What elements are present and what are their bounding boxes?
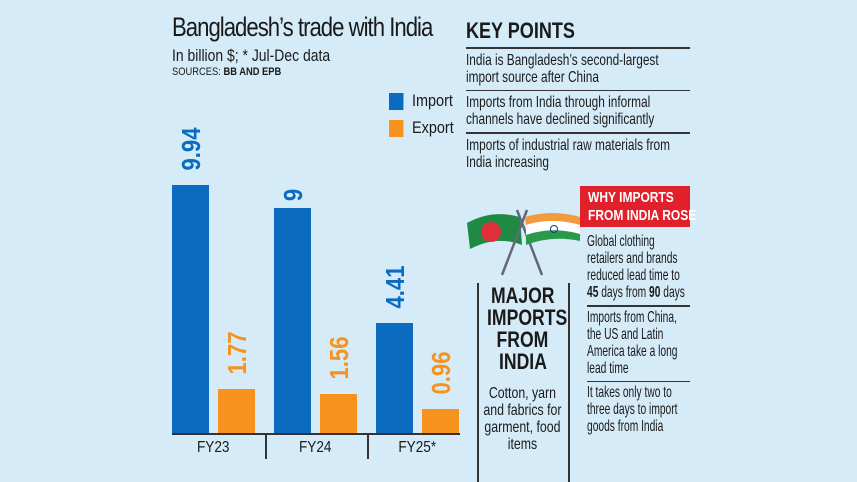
why-item-1: Global clothing retailers and brands red…	[587, 231, 691, 305]
bar-import-fy24	[274, 208, 311, 433]
data-label: 9	[277, 188, 308, 202]
x-axis-line	[172, 433, 460, 435]
category-label-fy25: FY25*	[398, 439, 437, 456]
divider	[477, 283, 479, 482]
divider	[466, 132, 690, 134]
why-text: days from	[598, 284, 650, 301]
source-prefix: SOURCES:	[172, 66, 224, 78]
why-item-3: It takes only two to three days to impor…	[587, 384, 678, 435]
divider	[587, 305, 690, 307]
chart-subtitle: In billion $; * Jul-Dec data	[172, 46, 331, 65]
divider	[568, 283, 570, 482]
legend-import: Import	[389, 91, 453, 111]
bar-import-fy25	[376, 322, 413, 433]
legend-export: Export	[389, 118, 454, 138]
data-label: 9.94	[175, 127, 206, 171]
category-divider	[367, 433, 369, 459]
chart-source: SOURCES: BB AND EPB	[172, 66, 281, 78]
category-label-fy23: FY23	[196, 439, 230, 456]
data-label: 1.56	[323, 336, 354, 380]
why-bold-number: 90	[649, 284, 661, 301]
why-text: days	[660, 284, 685, 301]
key-point-3: Imports of industrial raw materials from…	[466, 136, 670, 171]
key-points-list: India is Bangladesh’s second-largest imp…	[466, 47, 690, 175]
major-imports-text: Cotton, yarn and fabrics for garment, fo…	[483, 385, 562, 453]
why-imports-list: Global clothing retailers and brands red…	[587, 231, 690, 439]
why-item-2: Imports from China, the US and Latin Ame…	[587, 308, 678, 377]
why-text: Global clothing retailers and brands red…	[587, 233, 680, 284]
legend-label-import: Import	[411, 91, 453, 110]
bar-export-fy24	[320, 394, 357, 433]
major-heading-line: FROM	[496, 327, 549, 352]
data-label: 1.77	[221, 331, 252, 375]
bar-export-fy25	[422, 409, 459, 433]
divider	[466, 47, 690, 49]
legend-swatch-export	[389, 119, 404, 137]
key-point-2: Imports from India through informal chan…	[466, 94, 655, 128]
why-bold-number: 45	[587, 284, 599, 301]
key-point-1: India is Bangladesh’s second-largest imp…	[466, 51, 659, 86]
chart-title: Bangladesh’s trade with India	[172, 12, 433, 42]
divider	[466, 89, 690, 91]
legend-label-export: Export	[411, 118, 454, 137]
bar-export-fy23	[218, 388, 255, 433]
why-imports-heading: WHY IMPORTS FROM INDIA ROSE	[580, 186, 697, 227]
india-flag-icon	[500, 209, 580, 276]
bar-import-fy23	[172, 185, 209, 433]
source-name: BB AND EPB	[223, 66, 282, 78]
major-heading-line: INDIA	[498, 349, 547, 374]
why-heading-line1: WHY IMPORTS	[588, 189, 674, 206]
divider	[587, 380, 690, 382]
why-heading-line2: FROM INDIA ROSE	[588, 207, 697, 224]
major-heading-line: MAJOR	[490, 283, 555, 308]
flags-icon	[467, 209, 580, 276]
major-heading-line: IMPORTS	[487, 305, 568, 330]
category-label-fy24: FY24	[298, 439, 332, 456]
legend-swatch-import	[389, 92, 404, 110]
major-imports-heading: MAJOR IMPORTS FROM INDIA	[477, 285, 568, 373]
category-divider	[265, 433, 267, 459]
data-label: 0.96	[425, 351, 456, 395]
data-label: 4.41	[379, 265, 410, 309]
key-points-heading: KEY POINTS	[466, 18, 575, 43]
